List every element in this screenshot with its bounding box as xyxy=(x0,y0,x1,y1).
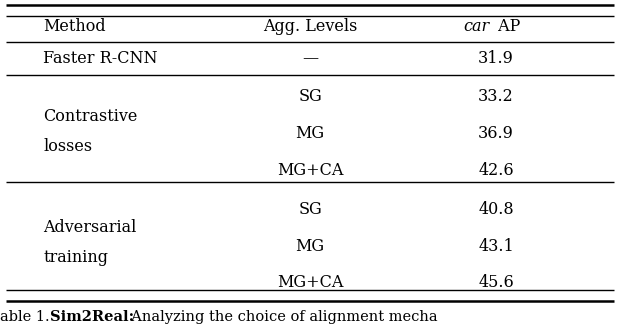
Text: 43.1: 43.1 xyxy=(478,238,514,255)
Text: 33.2: 33.2 xyxy=(478,88,514,105)
Text: 31.9: 31.9 xyxy=(478,50,514,67)
Text: Agg. Levels: Agg. Levels xyxy=(263,18,357,35)
Text: MG+CA: MG+CA xyxy=(277,162,343,179)
Text: SG: SG xyxy=(298,201,322,218)
Text: MG+CA: MG+CA xyxy=(277,274,343,291)
Text: 40.8: 40.8 xyxy=(478,201,514,218)
Text: Sim2Real:: Sim2Real: xyxy=(50,310,134,324)
Text: Analyzing the choice of alignment mecha: Analyzing the choice of alignment mecha xyxy=(122,310,438,324)
Text: Contrastive: Contrastive xyxy=(43,108,138,125)
Text: Adversarial: Adversarial xyxy=(43,219,137,236)
Text: car: car xyxy=(464,18,490,35)
Text: —: — xyxy=(302,50,318,67)
Text: MG: MG xyxy=(296,125,324,142)
Text: MG: MG xyxy=(296,238,324,255)
Text: 45.6: 45.6 xyxy=(478,274,514,291)
Text: 42.6: 42.6 xyxy=(478,162,514,179)
Text: Faster R-CNN: Faster R-CNN xyxy=(43,50,158,67)
Text: SG: SG xyxy=(298,88,322,105)
Text: AP: AP xyxy=(493,18,520,35)
Text: 36.9: 36.9 xyxy=(478,125,514,142)
Text: training: training xyxy=(43,249,108,266)
Text: Method: Method xyxy=(43,18,106,35)
Text: losses: losses xyxy=(43,138,92,155)
Text: able 1.: able 1. xyxy=(0,310,55,324)
